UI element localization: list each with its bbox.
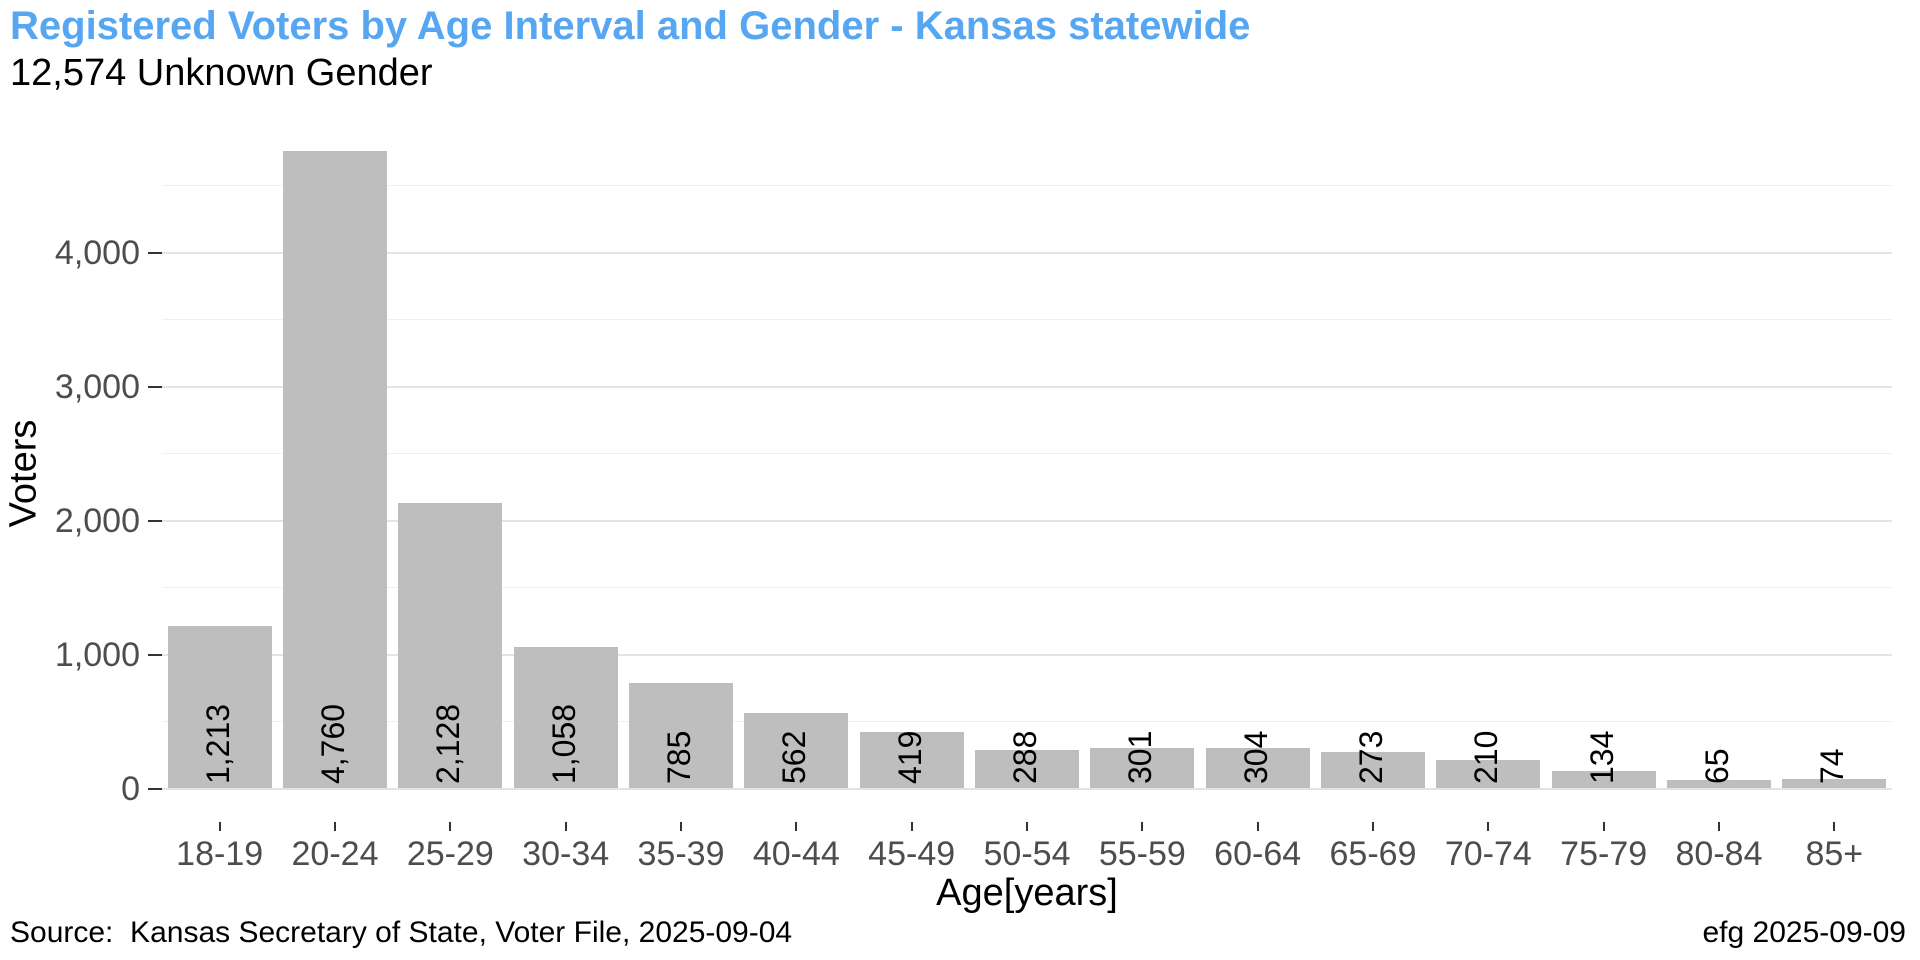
gridline-major [162, 787, 1892, 790]
x-tick-label-80-84: 80-84 [1675, 835, 1763, 873]
bar-85+ [1782, 778, 1887, 789]
bar-40-44 [744, 713, 849, 789]
bar-value-text: 288 [1007, 730, 1043, 784]
x-tick-label-60-64: 60-64 [1214, 835, 1302, 873]
bar-value-text: 562 [776, 730, 813, 784]
x-tick-mark [1833, 822, 1836, 831]
y-tick-mark [148, 519, 162, 522]
bar-value-text: 419 [891, 730, 928, 784]
plot-panel: 1,213 4,760 2,128 1,058 785 562 419 288 301 304 27… [162, 117, 1892, 822]
x-tick-mark [1026, 822, 1028, 831]
y-tick-mark [148, 653, 162, 656]
x-tick-mark [218, 822, 221, 831]
x-axis-title: Age[years] [936, 872, 1118, 914]
bar-65-69 [1321, 751, 1425, 789]
bar-value-text: 1,213 [199, 703, 236, 784]
y-tick-mark [148, 385, 162, 388]
x-tick-label-18-19: 18-19 [176, 835, 264, 873]
y-tick-label: 2,000 [54, 501, 140, 540]
x-tick-label-25-29: 25-29 [406, 835, 494, 873]
bar-value-text: 65 [1699, 748, 1735, 784]
y-axis-title: Voters [2, 419, 45, 528]
bar-value-text: 4,760 [315, 703, 351, 784]
gridline-minor [162, 587, 1892, 588]
bar-25-29 [398, 503, 503, 789]
credit-caption: efg 2025-09-09 [1702, 916, 1907, 949]
x-tick-mark [1602, 822, 1605, 831]
x-tick-mark [449, 822, 452, 831]
bar-value-text: 134 [1583, 730, 1620, 784]
x-tick-mark [1718, 822, 1720, 831]
x-tick-label-70-74: 70-74 [1444, 835, 1532, 873]
x-tick-label-20-24: 20-24 [291, 835, 379, 873]
bar-30-34 [513, 646, 618, 789]
x-tick-mark [334, 822, 336, 831]
bar-80-84 [1667, 779, 1771, 789]
bar-70-74 [1436, 760, 1541, 789]
y-tick-label: 0 [121, 769, 140, 808]
chart-title: Registered Voters by Age Interval and Ge… [10, 4, 1251, 48]
bar-value-text: 301 [1122, 730, 1159, 784]
y-tick-mark [148, 251, 162, 254]
x-tick-mark [1141, 822, 1144, 831]
chart-subtitle: 12,574 Unknown Gender [10, 52, 433, 94]
gridline-minor [162, 721, 1892, 722]
bar-value-text: 210 [1468, 730, 1505, 784]
x-tick-mark [680, 822, 682, 831]
bar-55-59 [1090, 748, 1195, 789]
source-caption: Source: Kansas Secretary of State, Voter… [10, 916, 793, 949]
bar-50-54 [975, 749, 1079, 789]
bar-value-text: 785 [661, 730, 697, 784]
bar-45-49 [859, 732, 964, 789]
x-tick-mark [1487, 822, 1490, 831]
x-tick-label-30-34: 30-34 [522, 835, 610, 873]
bar-value-text: 273 [1353, 730, 1389, 784]
x-tick-mark [564, 822, 567, 831]
x-tick-mark [1256, 822, 1259, 831]
x-tick-label-40-44: 40-44 [752, 835, 840, 873]
y-tick-label: 3,000 [54, 367, 140, 406]
bar-75-79 [1551, 770, 1656, 789]
gridline-minor [162, 319, 1892, 320]
x-tick-label-65-69: 65-69 [1329, 835, 1417, 873]
bar-value-text: 1,058 [545, 703, 582, 784]
gridline-major [162, 519, 1892, 522]
gridline-major [162, 653, 1892, 656]
gridline-minor [162, 453, 1892, 454]
x-tick-label-35-39: 35-39 [637, 835, 725, 873]
x-tick-mark [795, 822, 798, 831]
x-tick-label-45-49: 45-49 [868, 835, 956, 873]
y-tick-label: 4,000 [54, 233, 140, 272]
gridline-major [162, 251, 1892, 254]
x-tick-label-50-54: 50-54 [983, 835, 1071, 873]
gridline-minor [162, 185, 1892, 186]
gridline-major [162, 385, 1892, 388]
x-tick-mark [1372, 822, 1374, 831]
x-tick-label-75-79: 75-79 [1560, 835, 1648, 873]
x-tick-label-85+: 85+ [1805, 835, 1864, 873]
y-tick-label: 1,000 [54, 635, 140, 674]
bar-35-39 [629, 683, 733, 789]
bar-value-text: 304 [1237, 730, 1274, 784]
bar-value-text: 74 [1814, 748, 1851, 784]
bar-18-19 [167, 625, 272, 789]
bar-20-24 [283, 150, 387, 789]
x-tick-label-55-59: 55-59 [1098, 835, 1186, 873]
bar-value-text: 2,128 [430, 703, 467, 784]
y-tick-mark [148, 787, 162, 790]
bar-60-64 [1205, 747, 1310, 789]
x-tick-mark [910, 822, 913, 831]
